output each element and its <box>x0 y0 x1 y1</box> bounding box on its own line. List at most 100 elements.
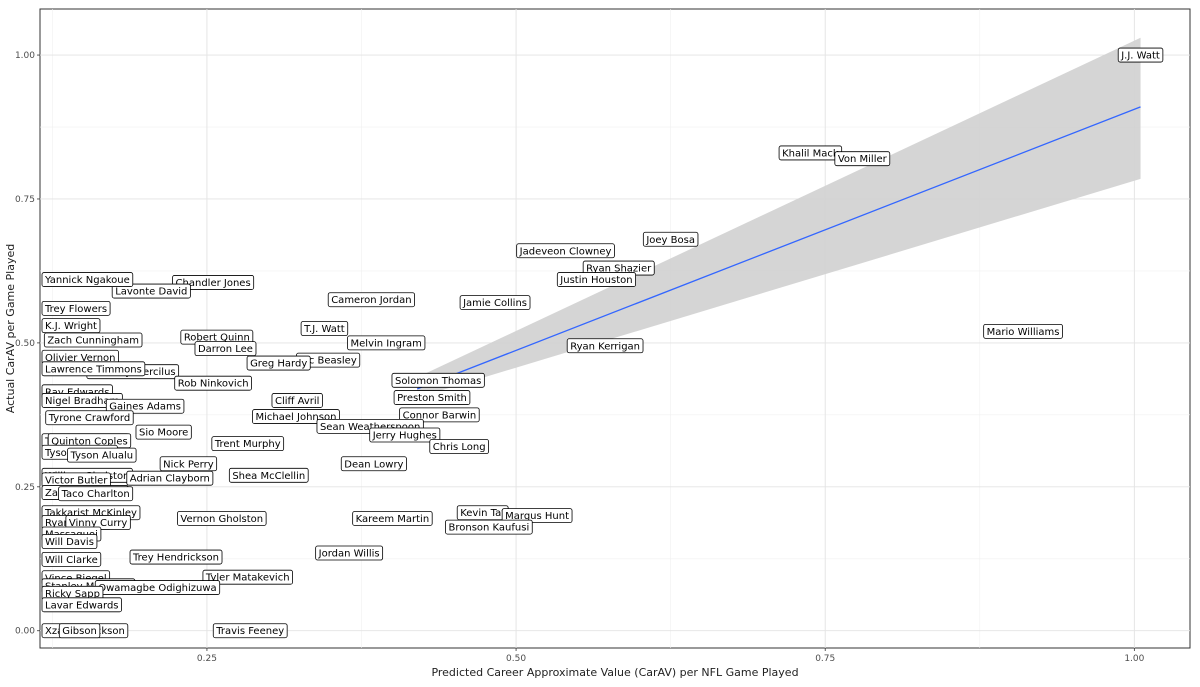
point-label: Margus Hunt <box>501 508 573 523</box>
point-label-text: Gaines Adams <box>109 402 181 413</box>
point-label: Kareem Martin <box>352 511 433 526</box>
point-label: Adrian Clayborn <box>126 470 214 486</box>
point-label: Connor Barwin <box>399 407 480 423</box>
y-tick-label: 1.00 <box>15 51 35 61</box>
point-label: Mario Williams <box>983 323 1063 339</box>
point-label-box <box>135 424 192 440</box>
point-label-box <box>105 398 185 414</box>
point-label-box <box>41 597 122 613</box>
point-label: Trey Hendrickson <box>129 549 223 565</box>
point-label: Bronson Kaufusi <box>445 519 533 535</box>
point-label: Preston Smith <box>393 390 471 405</box>
point-label-text: Travis Feeney <box>215 626 284 637</box>
point-label-box <box>352 511 433 526</box>
point-label-box <box>41 272 134 287</box>
point-label-text: Rob Ninkovich <box>178 379 249 390</box>
point-label-text: Solomon Thomas <box>395 376 481 387</box>
point-label-box <box>177 511 267 526</box>
point-label-text: Shea McClellin <box>232 471 305 482</box>
point-label: Rob Ninkovich <box>174 375 252 391</box>
point-label-box <box>45 410 134 426</box>
confidence-band <box>416 37 1141 398</box>
y-tick-label: 0.25 <box>15 483 35 493</box>
point-label-text: Chandler Jones <box>176 278 251 289</box>
point-label: Victor Butler <box>41 472 111 488</box>
point-label-text: Tyrone Crawford <box>48 413 130 424</box>
point-label-box <box>516 243 615 259</box>
point-label-text: Bronson Kaufusi <box>448 523 529 534</box>
point-label-text: Trent Murphy <box>214 439 281 450</box>
point-label-text: Will Clarke <box>45 555 98 566</box>
point-label: Cliff Avril <box>271 393 323 408</box>
point-label: Melvin Ingram <box>347 335 426 351</box>
point-label-text: Joey Bosa <box>645 235 695 246</box>
point-label: Darron Lee <box>194 341 257 357</box>
point-label: Gaines Adams <box>105 398 185 414</box>
point-label-text: Zach Cunningham <box>47 336 139 347</box>
point-label: Ryan Shazier <box>582 260 655 276</box>
point-label-text: Gibson <box>62 626 97 637</box>
point-label-text: Nigel Bradham <box>45 396 119 407</box>
point-label: Gibson <box>58 623 101 639</box>
y-tick-label: 0.00 <box>15 627 35 637</box>
y-tick-label: 0.50 <box>15 339 35 349</box>
point-label-box <box>369 427 441 443</box>
point-label-text: Nick Perry <box>163 459 214 470</box>
point-label-box <box>347 335 426 351</box>
point-label: Tyrone Crawford <box>45 410 134 426</box>
point-label: Jadeveon Clowney <box>516 243 615 259</box>
point-label-text: Connor Barwin <box>403 410 477 421</box>
point-label-text: Ryan Kerrigan <box>570 341 640 352</box>
point-label-text: Takkarist McKinley <box>44 508 137 519</box>
point-label-text: Lavar Edwards <box>45 600 119 611</box>
point-label-box <box>211 436 285 452</box>
point-label-text: Cameron Jordan <box>331 295 411 306</box>
x-tick-label: 1.00 <box>1124 654 1144 664</box>
point-label-text: Tyson Alualu <box>70 451 134 462</box>
point-label: Jordan Willis <box>315 545 384 561</box>
point-label-text: K.J. Wright <box>45 321 97 332</box>
point-label-text: Trey Hendrickson <box>132 553 219 564</box>
point-label-text: Yannick Ngakoue <box>44 275 130 286</box>
point-label: Chandler Jones <box>172 275 255 290</box>
x-tick-label: 0.75 <box>815 654 835 664</box>
point-label: Dean Lowry <box>340 456 407 472</box>
point-label-box <box>129 549 223 565</box>
point-label-box <box>300 321 349 336</box>
point-label-box <box>41 361 146 377</box>
point-label-text: Victor Butler <box>45 475 108 486</box>
point-label: Travis Feeney <box>212 623 288 639</box>
point-label: Chris Long <box>429 439 489 454</box>
confidence-band-area <box>417 37 1141 398</box>
point-label-box <box>246 355 311 371</box>
point-label-text: Adrian Clayborn <box>130 474 210 485</box>
point-label-box <box>111 283 191 299</box>
point-label-box <box>445 519 533 535</box>
point-label: Trent Murphy <box>211 436 285 452</box>
point-label-box <box>429 439 489 454</box>
point-label-box <box>43 332 143 348</box>
point-label-text: Robert Quinn <box>184 333 250 344</box>
point-label-text: Tyler Matakevich <box>205 573 290 584</box>
point-label-box <box>983 323 1063 339</box>
point-label-text: Michael Johnson <box>256 412 337 423</box>
point-label: Nick Perry <box>159 456 218 472</box>
point-label: Greg Hardy <box>246 355 311 371</box>
x-tick-label: 0.25 <box>197 654 217 664</box>
point-label-text: Ray Edwards <box>45 387 109 398</box>
point-label-box <box>202 569 293 585</box>
y-axis-title: Actual CarAV per Game Played <box>4 244 17 413</box>
point-label-text: Kevin Tat <box>460 508 505 519</box>
point-label-text: Quinton Coples <box>51 436 127 447</box>
point-label-text: Jerry Hughes <box>372 431 437 442</box>
point-label-box <box>58 623 101 639</box>
point-label-text: Darron Lee <box>198 344 253 355</box>
point-label: Ryan Kerrigan <box>566 338 644 354</box>
point-label-text: Lavonte David <box>115 287 187 298</box>
point-label-text: Greg Hardy <box>250 359 307 370</box>
point-label: J.J. Watt <box>1117 47 1164 63</box>
point-label: Shea McClellin <box>228 467 309 483</box>
point-label: Tyler Matakevich <box>202 569 293 585</box>
point-label-text: Jamie Collins <box>462 298 527 309</box>
